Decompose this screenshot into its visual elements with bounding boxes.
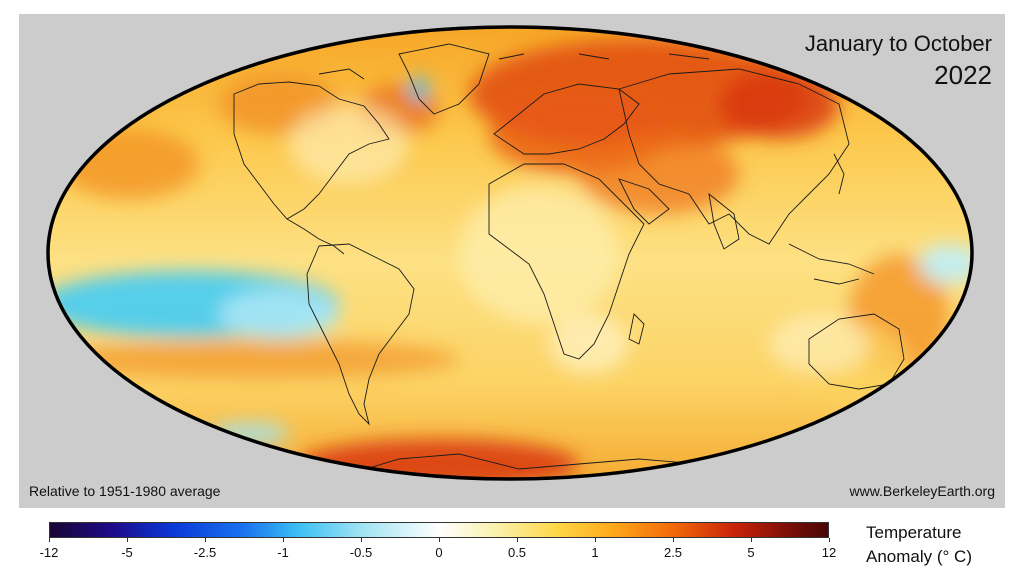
colorbar-tick-label: -2.5 bbox=[193, 545, 217, 560]
colorbar-tick bbox=[829, 538, 830, 542]
colorbar-tick bbox=[439, 538, 440, 542]
colorbar-tick-label: 5 bbox=[747, 545, 755, 560]
map-title-year: 2022 bbox=[934, 60, 992, 90]
colorbar-tick-label: 12 bbox=[821, 545, 837, 560]
world-map bbox=[46, 25, 974, 481]
colorbar-tick bbox=[595, 538, 596, 542]
colorbar-title-line2: Anomaly (° C) bbox=[866, 547, 972, 566]
colorbar-tick bbox=[283, 538, 284, 542]
colorbar-gradient bbox=[49, 522, 829, 538]
colorbar-tick-label: -0.5 bbox=[349, 545, 373, 560]
colorbar-tick bbox=[205, 538, 206, 542]
colorbar-tick bbox=[673, 538, 674, 542]
globe-outline bbox=[46, 25, 974, 481]
colorbar-title: Temperature Anomaly (° C) bbox=[866, 521, 972, 569]
source-link[interactable]: www.BerkeleyEarth.org bbox=[849, 483, 995, 499]
colorbar-tick-label: 2.5 bbox=[663, 545, 683, 560]
colorbar-title-line1: Temperature bbox=[866, 523, 962, 542]
map-title-period: January to October bbox=[804, 31, 992, 56]
colorbar-tick bbox=[49, 538, 50, 542]
colorbar-tick-label: -5 bbox=[121, 545, 133, 560]
colorbar-tick-label: 1 bbox=[591, 545, 599, 560]
baseline-note: Relative to 1951-1980 average bbox=[29, 483, 221, 499]
colorbar-tick-label: -12 bbox=[39, 545, 59, 560]
colorbar-tick bbox=[751, 538, 752, 542]
colorbar: -12 -5 -2.5 -1 -0.5 0 0.5 1 2.5 5 12 bbox=[40, 519, 836, 571]
colorbar-tick bbox=[361, 538, 362, 542]
colorbar-tick bbox=[127, 538, 128, 542]
colorbar-tick-label: 0 bbox=[435, 545, 443, 560]
colorbar-tick-label: 0.5 bbox=[507, 545, 527, 560]
anomaly-field bbox=[48, 27, 972, 479]
colorbar-tick bbox=[517, 538, 518, 542]
map-panel: January to October 2022 Relative to 1951… bbox=[19, 14, 1005, 508]
colorbar-tick-label: -1 bbox=[277, 545, 289, 560]
